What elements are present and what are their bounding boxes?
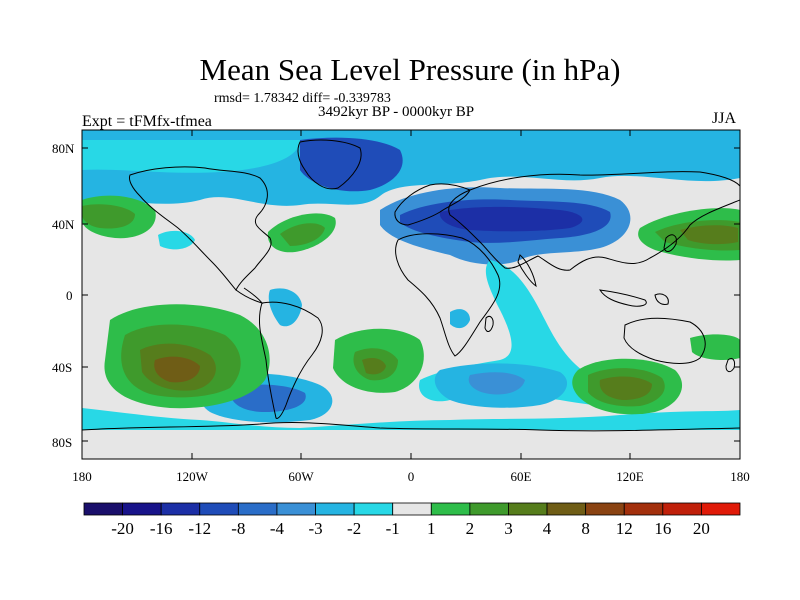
colorbar-swatch <box>585 502 625 516</box>
colorbar-label: 12 <box>616 519 633 538</box>
colorbar-swatch <box>623 502 664 516</box>
lat-label-0: 0 <box>66 288 73 303</box>
longitude-ticks <box>81 130 741 459</box>
lon-label-180e: 180 <box>730 469 750 484</box>
colorbar-label: -3 <box>308 519 322 538</box>
colorbar-swatch <box>701 502 741 516</box>
colorbar-swatch <box>662 502 702 516</box>
lon-label-120e: 120E <box>616 469 644 484</box>
colorbar-swatch <box>546 502 587 516</box>
colorbar-swatch <box>353 502 394 516</box>
rmsd-diff-stats: rmsd= 1.78342 diff= -0.339783 <box>214 91 391 106</box>
lon-label-60e: 60E <box>511 469 532 484</box>
colorbar-label: 2 <box>466 519 475 538</box>
colorbar-label: -8 <box>231 519 245 538</box>
lat-label-40s: 40S <box>52 360 72 375</box>
colorbar-label: 3 <box>504 519 513 538</box>
lat-label-80n: 80N <box>52 141 75 156</box>
colorbar-swatch <box>122 502 162 516</box>
colorbar-swatch <box>392 502 432 516</box>
season-label: JJA <box>712 110 737 127</box>
colorbar-label: 1 <box>427 519 436 538</box>
colorbar-swatch <box>315 502 355 516</box>
lat-label-40n: 40N <box>52 217 75 232</box>
colorbar-swatch <box>160 502 201 516</box>
colorbar-label: -1 <box>386 519 400 538</box>
latitude-ticks <box>82 147 740 442</box>
colorbar-label: 20 <box>693 519 710 538</box>
colorbar-swatch <box>237 502 278 516</box>
lon-label-180w: 180 <box>72 469 92 484</box>
lon-label-60w: 60W <box>288 469 314 484</box>
colorbar-swatch <box>508 502 548 516</box>
colorbar-swatch <box>430 502 471 516</box>
colorbar-label: 8 <box>581 519 590 538</box>
colorbar-label: -12 <box>188 519 211 538</box>
map-title: Mean Sea Level Pressure (in hPa) <box>199 52 621 87</box>
lon-label-0: 0 <box>408 469 415 484</box>
colorbar-label: 16 <box>654 519 671 538</box>
colorbar-label: 4 <box>543 519 552 538</box>
coastlines <box>82 139 740 432</box>
lat-label-80s: 80S <box>52 435 72 450</box>
colorbar-swatch <box>199 502 239 516</box>
colorbar-swatch <box>276 502 316 516</box>
colorbar-label: -2 <box>347 519 361 538</box>
experiment-label: Expt = tFMfx-tfmea <box>82 113 212 130</box>
time-period-label: 3492kyr BP - 0000kyr BP <box>318 104 475 120</box>
anomaly-field <box>82 130 740 459</box>
colorbar-swatch <box>83 502 123 516</box>
colorbar-swatch <box>469 502 509 516</box>
colorbar-label: -20 <box>111 519 134 538</box>
colorbar-labels: -20 -16 -12 -8 -4 -3 -2 -1 1 2 3 4 8 12 16 20 <box>111 519 710 538</box>
colorbar <box>83 502 741 516</box>
lon-label-120w: 120W <box>176 469 209 484</box>
colorbar-label: -16 <box>150 519 173 538</box>
colorbar-label: -4 <box>270 519 285 538</box>
